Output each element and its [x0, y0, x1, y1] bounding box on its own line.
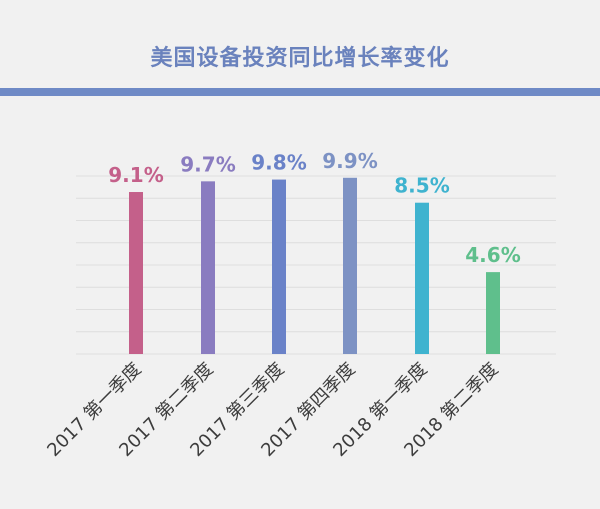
- bar: [201, 181, 215, 354]
- bar: [343, 177, 357, 354]
- title-rule: [0, 88, 600, 96]
- gridlines: [76, 175, 556, 355]
- bar: [486, 272, 500, 354]
- bar: [415, 202, 429, 354]
- data-label: 9.8%: [251, 151, 306, 175]
- data-label: 9.1%: [108, 163, 163, 187]
- data-label: 9.7%: [180, 152, 235, 176]
- chart-title: 美国设备投资同比增长率变化: [150, 46, 450, 71]
- data-label: 8.5%: [394, 174, 449, 198]
- data-label: 4.6%: [465, 243, 520, 267]
- data-label: 9.9%: [322, 149, 377, 173]
- bar: [129, 192, 143, 354]
- bar: [272, 179, 286, 354]
